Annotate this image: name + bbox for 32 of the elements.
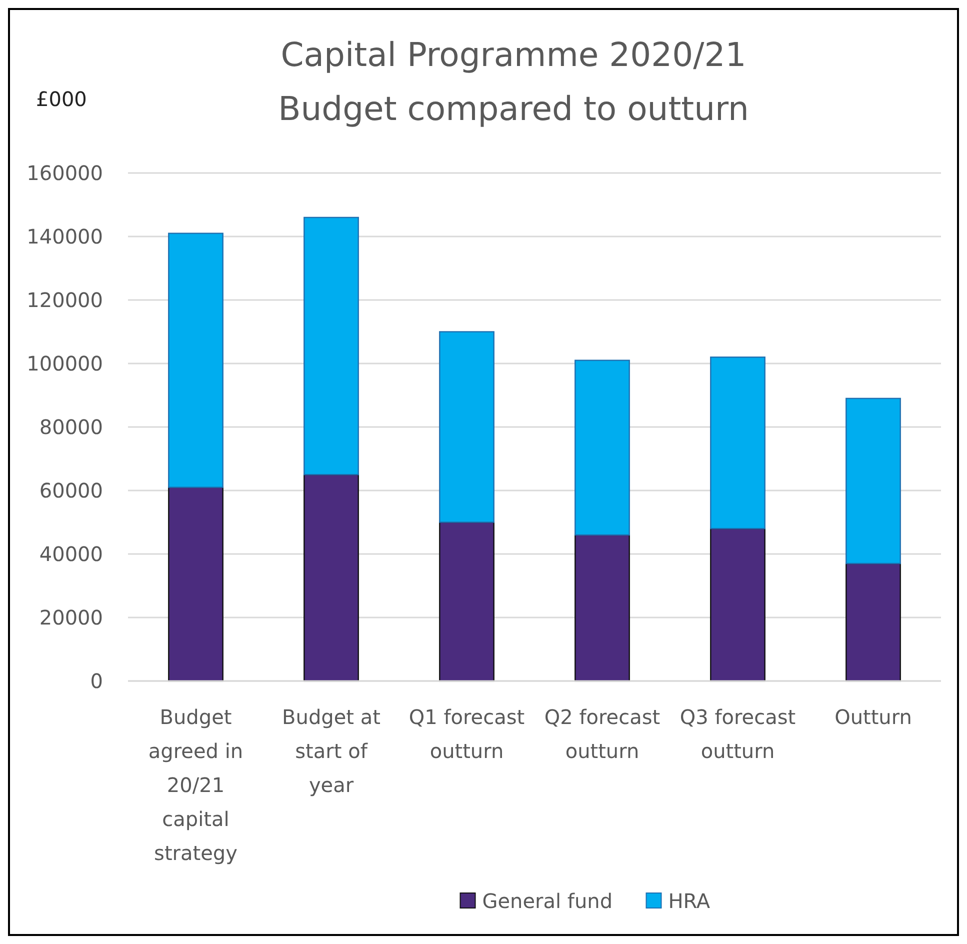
x-tick-label: Q2 forecast outturn <box>544 705 660 763</box>
y-tick-label: 100000 <box>26 352 103 376</box>
legend-label: General fund <box>482 889 613 913</box>
bar <box>574 360 630 536</box>
y-tick-label: 0 <box>90 669 103 693</box>
bar <box>846 398 901 564</box>
bar <box>439 331 494 523</box>
bar <box>846 562 901 682</box>
bar <box>304 216 359 476</box>
y-tick-label: 160000 <box>26 161 103 185</box>
bar <box>710 528 766 682</box>
y-tick-label: 80000 <box>39 415 103 439</box>
legend-label: HRA <box>668 889 710 913</box>
y-axis-title: £000 <box>36 87 87 111</box>
y-tick-label: 140000 <box>26 224 103 248</box>
bar <box>304 474 359 682</box>
x-tick-label: Budget agreed in 20/21 capital strategy <box>148 705 244 865</box>
bar <box>439 522 494 682</box>
x-tick-label: Q3 forecast outturn <box>680 705 796 763</box>
chart-subtitle: Budget compared to outturn <box>278 89 749 128</box>
x-tick-label: Outturn <box>834 705 912 729</box>
x-tick-label: Q1 forecast outturn <box>408 705 525 763</box>
y-tick-label: 120000 <box>26 288 103 312</box>
bar <box>710 356 766 530</box>
y-tick-label: 20000 <box>39 606 103 630</box>
y-tick-label: 60000 <box>39 478 103 502</box>
bar <box>574 534 630 682</box>
x-tick-label: Budget at start of year <box>282 705 381 797</box>
bar <box>168 232 224 488</box>
bar <box>168 486 224 682</box>
chart-title: Capital Programme 2020/21 <box>280 35 746 74</box>
y-tick-label: 40000 <box>39 542 103 566</box>
